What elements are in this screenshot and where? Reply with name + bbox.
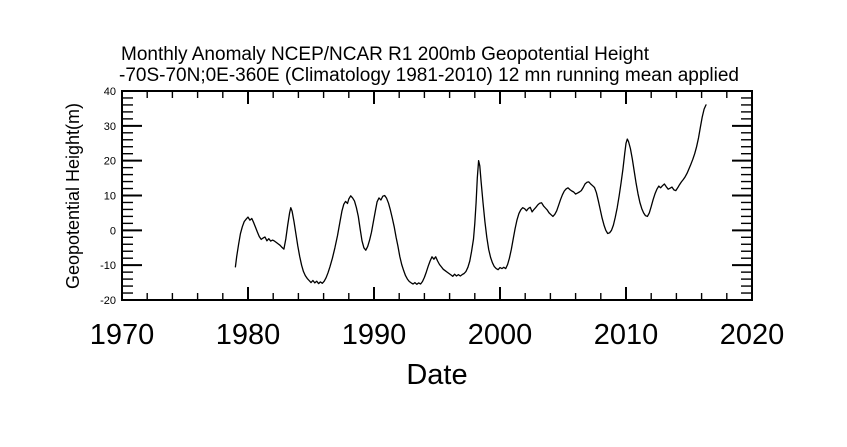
y-tick-label: 10 xyxy=(104,191,116,203)
axes-frame xyxy=(121,90,753,301)
x-tick-label: 1990 xyxy=(342,319,407,351)
plot-area: 1970 1980 1990 2000 2010 2020 -20 -10 0 10 20 30 40 xyxy=(90,86,785,351)
y-tick-label: -20 xyxy=(100,295,116,307)
y-tick-label: 20 xyxy=(104,156,116,168)
y-tick-label: -10 xyxy=(100,260,116,272)
y-tick-label: 30 xyxy=(104,121,116,133)
x-axis-label: Date xyxy=(406,359,467,391)
x-tick-label: 2020 xyxy=(720,319,785,351)
chart-title-line2: -70S-70N;0E-360E (Climatology 1981-2010)… xyxy=(119,65,739,86)
x-tick-label: 2010 xyxy=(594,319,659,351)
y-tick-label: 40 xyxy=(104,86,116,98)
x-tick-label: 2000 xyxy=(468,319,533,351)
data-line xyxy=(234,104,707,285)
x-tick-label: 1970 xyxy=(90,319,155,351)
x-tick-label: 1980 xyxy=(216,319,281,351)
chart-title-line1: Monthly Anomaly NCEP/NCAR R1 200mb Geopo… xyxy=(121,44,650,65)
y-tick-label: 0 xyxy=(110,225,116,237)
y-axis-label: Geopotential Height(m) xyxy=(63,103,83,289)
